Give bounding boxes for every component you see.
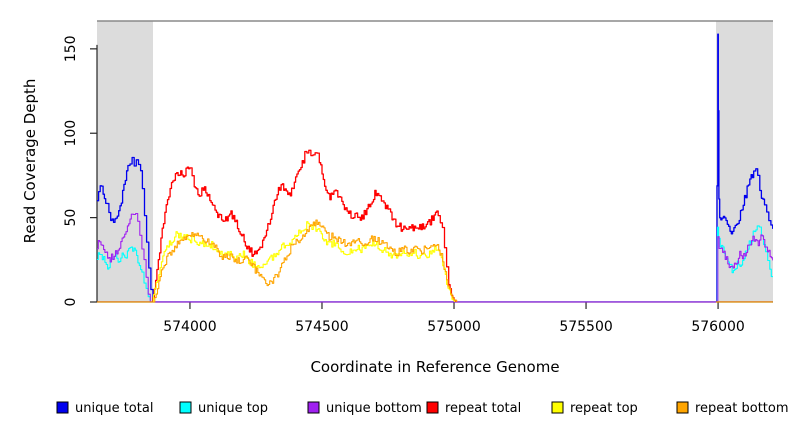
series-line-repeat-top (97, 221, 456, 303)
legend-label-repeat-total: repeat total (445, 401, 521, 416)
series-line-repeat-bottom (97, 219, 458, 303)
legend-swatch-repeat-top (551, 401, 564, 414)
legend-swatch-repeat-total (426, 401, 439, 414)
legend: unique total unique top unique bottom re… (56, 401, 789, 416)
plot-background-layer (97, 20, 773, 302)
axis-layer: 574000 574500 575000 575500 576000 0 50 100 150 (63, 35, 773, 335)
legend-item-repeat-top: repeat top (551, 401, 638, 416)
series-line-unique-total (97, 33, 773, 303)
x-tick-label: 575500 (559, 319, 612, 335)
legend-item-repeat-total: repeat total (426, 401, 521, 416)
legend-swatch-repeat-bottom (676, 401, 689, 414)
legend-item-unique-bottom: unique bottom (307, 401, 422, 416)
x-tick-label: 576000 (691, 319, 744, 335)
y-tick-label: 150 (63, 35, 79, 62)
legend-swatch-unique-top (179, 401, 192, 414)
y-axis-title: Read Coverage Depth (21, 79, 39, 244)
legend-item-repeat-bottom: repeat bottom (676, 401, 789, 416)
legend-swatch-unique-total (56, 401, 69, 414)
series-layer (97, 33, 773, 303)
x-tick-label: 574000 (163, 319, 216, 335)
legend-label-repeat-bottom: repeat bottom (695, 401, 789, 416)
legend-item-unique-total: unique total (56, 401, 153, 416)
series-line-repeat-total (97, 149, 457, 303)
series-line-unique-bottom (97, 212, 773, 303)
y-tick-label: 100 (63, 120, 79, 147)
legend-item-unique-top: unique top (179, 401, 268, 416)
x-axis-title: Coordinate in Reference Genome (310, 358, 559, 376)
x-tick-label: 574500 (295, 319, 348, 335)
x-tick-label: 575000 (427, 319, 480, 335)
legend-swatch-unique-bottom (307, 401, 320, 414)
legend-label-unique-top: unique top (198, 401, 268, 416)
y-tick-label: 0 (63, 298, 79, 307)
legend-label-repeat-top: repeat top (570, 401, 638, 416)
series-line-unique-top (97, 225, 773, 303)
y-tick-label: 50 (63, 209, 79, 227)
legend-label-unique-total: unique total (75, 401, 153, 416)
legend-label-unique-bottom: unique bottom (326, 401, 422, 416)
